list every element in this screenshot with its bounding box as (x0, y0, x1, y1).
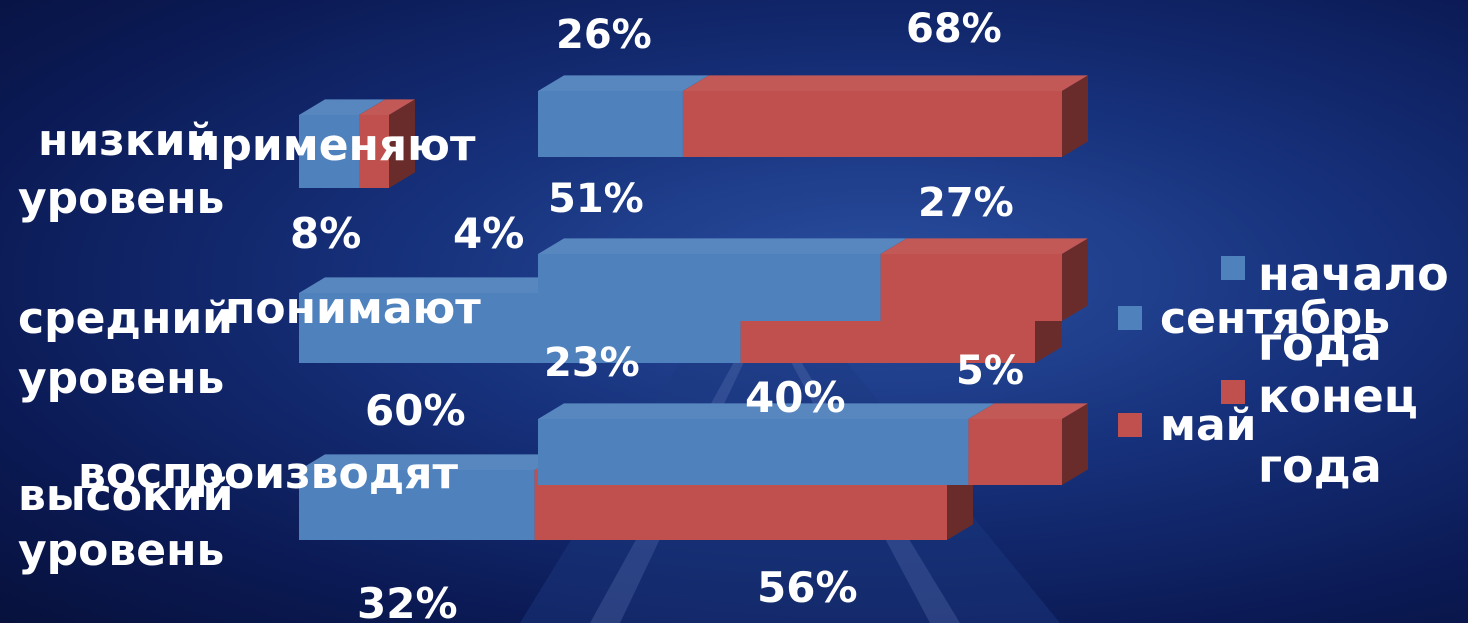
bar-b-2-0 (538, 403, 995, 485)
value-label-b-1-1: 27% (918, 180, 1014, 226)
bar-b-2-1 (968, 403, 1088, 485)
legend-b-1-label-line1: конец (1258, 369, 1418, 423)
bar-b-1-0 (538, 238, 907, 321)
value-label-a-1-0: 60% (365, 386, 466, 435)
bar-b-0-0 (538, 75, 709, 157)
legend-b-0-label-line1: начало (1258, 247, 1449, 301)
legend-a-1-label: май (1160, 400, 1257, 451)
bar-b-2-1-side (1062, 403, 1088, 485)
bar-b-2-1-top (968, 403, 1088, 419)
legend-b-1-label-line2: года (1258, 439, 1382, 493)
bar-a-0-1 (359, 99, 415, 188)
legend-a-1-swatch (1118, 413, 1142, 437)
bar-a-2-0-top (299, 454, 561, 470)
category-label-a-0-line2: уровень (18, 173, 224, 224)
legend-b-0-label-line2: года (1258, 317, 1382, 371)
bar-b-1-1 (880, 238, 1088, 321)
value-label-b-2-1: 5% (956, 348, 1024, 394)
value-label-a-1-1: 40% (745, 373, 846, 422)
category-label-a-1-line1: средний (18, 293, 233, 344)
bar-a-0-1-top (359, 99, 415, 115)
bar-b-2-1-front (968, 419, 1062, 485)
legend-a-0-label: сентябрь (1160, 293, 1390, 344)
category-label-a-0-line1: низкий (38, 115, 216, 166)
category-label-a-2-line2: уровень (18, 525, 224, 576)
value-label-a-0-0: 8% (290, 209, 361, 258)
value-label-b-0-0: 26% (556, 12, 652, 58)
bar-b-0-0-front (538, 91, 683, 157)
bar-b-1-1-front (880, 254, 1062, 321)
category-label-b-2: воспроизводят (78, 448, 459, 499)
bar-a-0-1-front (359, 115, 389, 188)
category-label-a-1-line2: уровень (18, 353, 224, 404)
bar-a-0-0-front (299, 115, 359, 188)
bar-b-0-1-side (1062, 75, 1088, 157)
value-label-a-0-1: 4% (453, 209, 524, 258)
category-label-b-0: применяют (190, 120, 476, 171)
legend-a-0-swatch (1118, 306, 1142, 330)
category-label-a-2-line1: высокий (18, 470, 233, 521)
bar-b-1-0-top (538, 238, 907, 254)
bar-b-0-1-front (682, 91, 1062, 157)
bar-b-0-1 (682, 75, 1088, 157)
value-label-b-1-0: 51% (548, 176, 644, 222)
value-label-b-0-1: 68% (906, 6, 1002, 52)
legend-b-0-swatch (1221, 256, 1245, 280)
value-label-a-2-0: 32% (357, 579, 458, 623)
bar-b-0-1-top (682, 75, 1088, 91)
bar-a-0-1-side (389, 99, 415, 188)
value-label-a-2-1: 56% (757, 563, 858, 612)
category-label-b-1: понимают (225, 283, 481, 334)
bar-b-2-0-top (538, 403, 995, 419)
bar-b-0-0-top (538, 75, 709, 91)
bar-b-1-1-top (880, 238, 1088, 254)
value-label-b-2-0: 23% (544, 340, 640, 386)
bar-b-1-1-side (1062, 238, 1088, 321)
bar-b-2-0-front (538, 419, 969, 485)
bar-b-1-0-front (538, 254, 881, 321)
bar-a-0-0-top (299, 99, 385, 115)
legend-b-1-swatch (1221, 380, 1245, 404)
bar-a-2-0-front (299, 470, 535, 540)
